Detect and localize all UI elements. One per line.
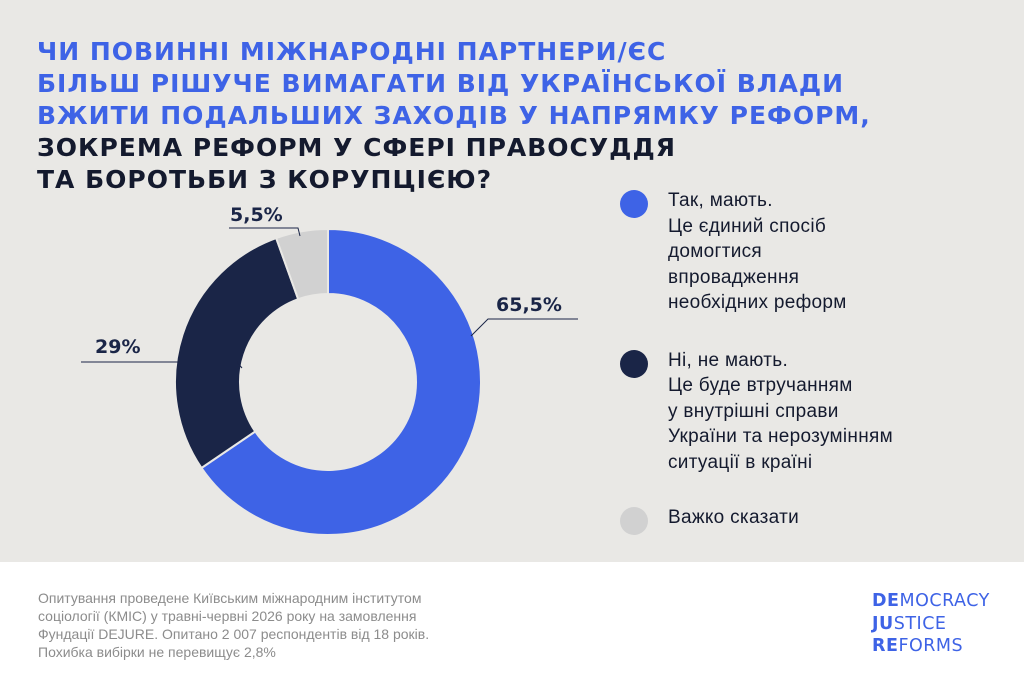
slice-hard-to-say <box>274 227 329 301</box>
title-line-1: ЧИ ПОВИННІ МІЖНАРОДНІ ПАРТНЕРИ/ЄС <box>37 37 667 66</box>
legend-item-hard-to-say: Важко сказати <box>620 505 1000 535</box>
logo-line-justice: JUSTICE <box>872 613 990 636</box>
logo-line-reforms: REFORMS <box>872 635 990 658</box>
data-labels: 65,5% 29% 5,5% <box>95 204 562 358</box>
djr-logo: DEMOCRACY JUSTICE REFORMS <box>872 590 990 658</box>
leader-yes <box>470 318 578 337</box>
slice-yes <box>200 227 482 536</box>
legend-dot-no <box>620 349 648 378</box>
logo-rest-2: STICE <box>893 613 947 634</box>
legend: Так, мають. Це єдиний спосіб домогтися в… <box>620 188 1000 535</box>
logo-bold-2: JU <box>872 613 894 634</box>
title-line-4: ЗОКРЕМА РЕФОРМ У СФЕРІ ПРАВОСУДДЯ <box>37 133 676 162</box>
legend-item-yes: Так, мають. Це єдиний спосіб домогтися в… <box>620 188 1000 316</box>
label-no: 29% <box>95 336 140 358</box>
donut-chart: 65,5% 29% 5,5% <box>81 204 578 536</box>
logo-line-democracy: DEMOCRACY <box>872 590 990 613</box>
title-line-2: БІЛЬШ РІШУЧЕ ВИМАГАТИ ВІД УКРАЇНСЬКОЇ ВЛ… <box>37 69 845 98</box>
legend-label-hard-to-say: Важко сказати <box>668 507 799 528</box>
legend-label-yes: Так, мають. Це єдиний спосіб домогтися в… <box>668 190 847 313</box>
survey-note-line-4: Похибка вибірки не перевищує 2,8% <box>38 644 276 660</box>
survey-note: Опитування проведене Київським міжнародн… <box>38 589 538 661</box>
leader-no <box>81 361 243 369</box>
leader-hard-to-say <box>229 227 301 237</box>
background-panel <box>0 0 1024 562</box>
legend-dot-hard-to-say <box>620 507 648 535</box>
legend-dot-yes <box>620 190 648 218</box>
chart-title: ЧИ ПОВИННІ МІЖНАРОДНІ ПАРТНЕРИ/ЄС БІЛЬШ … <box>37 36 871 196</box>
title-line-3: ВЖИТИ ПОДАЛЬШИХ ЗАХОДІВ У НАПРЯМКУ РЕФОР… <box>37 101 871 130</box>
label-yes: 65,5% <box>496 294 562 316</box>
survey-note-line-3: Фундації DEJURE. Опитано 2 007 респонден… <box>38 626 430 642</box>
label-leaders <box>81 227 578 369</box>
logo-bold-3: RE <box>872 636 899 656</box>
label-hard-to-say: 5,5% <box>230 204 283 226</box>
logo-rest-3: FORMS <box>898 636 964 656</box>
survey-note-line-2: соціології (КМІС) у травні-червні 2026 р… <box>38 608 417 624</box>
slice-no <box>174 236 300 470</box>
logo-rest-1: MOCRACY <box>899 591 990 611</box>
legend-item-no: Ні, не мають. Це буде втручанням у внутр… <box>620 348 1000 476</box>
title-line-5: ТА БОРОТЬБИ З КОРУПЦІЄЮ? <box>37 165 493 194</box>
survey-note-line-1: Опитування проведене Київським міжнародн… <box>38 590 422 606</box>
legend-label-no: Ні, не мають. Це буде втручанням у внутр… <box>668 349 893 473</box>
logo-bold-1: DE <box>872 591 900 611</box>
donut-slices <box>174 227 482 536</box>
